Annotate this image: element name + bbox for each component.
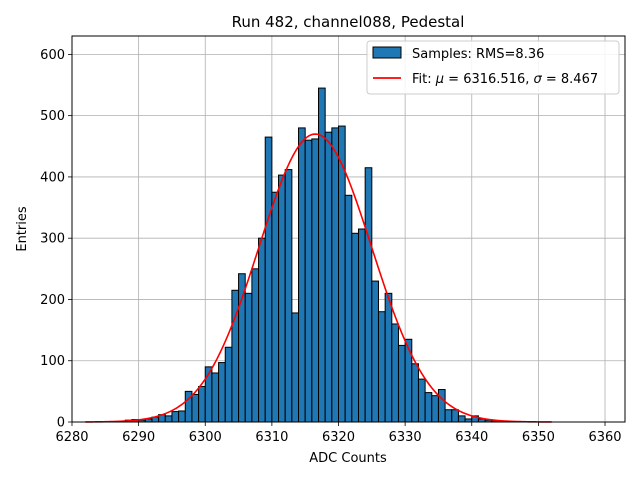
fit-curve bbox=[85, 133, 552, 423]
histogram-bar bbox=[271, 191, 280, 423]
histogram-bar bbox=[351, 232, 359, 423]
histogram-bar bbox=[251, 268, 260, 423]
x-tick-label: 6280 bbox=[55, 430, 88, 445]
histogram-bar bbox=[284, 169, 293, 423]
plot-frame bbox=[71, 35, 626, 423]
legend-box bbox=[366, 40, 620, 95]
histogram-bar bbox=[278, 174, 286, 423]
y-tick-label: 600 bbox=[40, 48, 65, 63]
histogram-bar bbox=[218, 362, 226, 423]
x-tick-label: 6320 bbox=[322, 430, 355, 445]
y-tick-label: 0 bbox=[57, 416, 65, 431]
histogram-bar bbox=[331, 127, 340, 423]
legend-samples-swatch bbox=[372, 46, 402, 59]
histogram-bar bbox=[411, 363, 419, 423]
histogram-bar bbox=[291, 312, 300, 423]
plot-area: 6280 6290 6300 6310 6320 6330 6340 6350 6360 0 10… bbox=[40, 35, 626, 445]
histogram-bar bbox=[198, 385, 206, 423]
histogram-bar bbox=[304, 139, 313, 423]
histogram-bar bbox=[298, 127, 306, 423]
histogram-bar bbox=[164, 415, 173, 423]
histogram-bar bbox=[264, 136, 273, 423]
histogram-bar bbox=[431, 395, 439, 423]
histogram-bar bbox=[211, 372, 220, 423]
x-axis-ticks: 6280 6290 6300 6310 6320 6330 6340 6350 6360 bbox=[55, 422, 622, 445]
x-tick-label: 6350 bbox=[522, 430, 555, 445]
histogram-bar bbox=[344, 194, 353, 423]
histogram-bar bbox=[178, 410, 186, 423]
histogram-bar bbox=[417, 378, 426, 423]
x-tick-label: 6330 bbox=[389, 430, 422, 445]
x-tick-label: 6290 bbox=[122, 430, 155, 445]
x-axis-label: ADC Counts bbox=[309, 451, 387, 466]
chart-title: Run 482, channel088, Pedestal bbox=[232, 13, 465, 31]
histogram-bar bbox=[311, 138, 320, 423]
histogram-bar bbox=[384, 292, 393, 423]
legend-samples-label: Samples: RMS=8.36 bbox=[412, 47, 544, 62]
y-tick-label: 500 bbox=[40, 109, 65, 124]
histogram-bar bbox=[377, 311, 386, 423]
legend: Samples: RMS=8.36 Fit: μ = 6316.516, σ =… bbox=[366, 40, 620, 95]
legend-fit-mu-symbol: μ bbox=[435, 72, 444, 87]
legend-fit-label: Fit: μ = 6316.516, σ = 8.467 bbox=[412, 72, 598, 87]
histogram-bar bbox=[324, 131, 333, 423]
y-tick-label: 200 bbox=[40, 293, 65, 308]
x-tick-label: 6360 bbox=[588, 430, 621, 445]
histogram-bar bbox=[371, 280, 379, 423]
legend-fit-mu-value: = 6316.516, bbox=[444, 72, 533, 87]
legend-fit-sigma-value: = 8.467 bbox=[542, 72, 598, 87]
histogram-bar bbox=[444, 409, 453, 423]
histogram-bar bbox=[391, 323, 399, 423]
y-tick-label: 300 bbox=[40, 232, 65, 247]
histogram-bar bbox=[457, 415, 466, 423]
histogram-bar bbox=[357, 228, 366, 423]
histogram-bar bbox=[191, 393, 200, 423]
histogram-bar bbox=[424, 392, 433, 423]
x-tick-label: 6310 bbox=[255, 430, 288, 445]
histogram-bar bbox=[437, 389, 446, 423]
histogram-bar bbox=[364, 167, 373, 423]
y-tick-label: 400 bbox=[40, 170, 65, 185]
histogram-bar bbox=[258, 237, 266, 423]
histogram-bar bbox=[224, 346, 233, 423]
x-tick-label: 6340 bbox=[455, 430, 488, 445]
legend-fit-sigma-symbol: σ bbox=[534, 72, 543, 87]
legend-fit-prefix: Fit: bbox=[412, 72, 436, 87]
histogram-bar bbox=[171, 411, 180, 423]
histogram-bar bbox=[244, 292, 253, 423]
histogram-bar bbox=[397, 344, 406, 423]
y-tick-label: 100 bbox=[40, 354, 65, 369]
x-tick-label: 6300 bbox=[189, 430, 222, 445]
histogram-bar bbox=[451, 409, 459, 423]
y-axis-label: Entries bbox=[15, 206, 30, 252]
histogram-bar bbox=[238, 273, 246, 423]
y-axis-ticks: 0 100 200 300 400 500 600 bbox=[40, 48, 72, 431]
